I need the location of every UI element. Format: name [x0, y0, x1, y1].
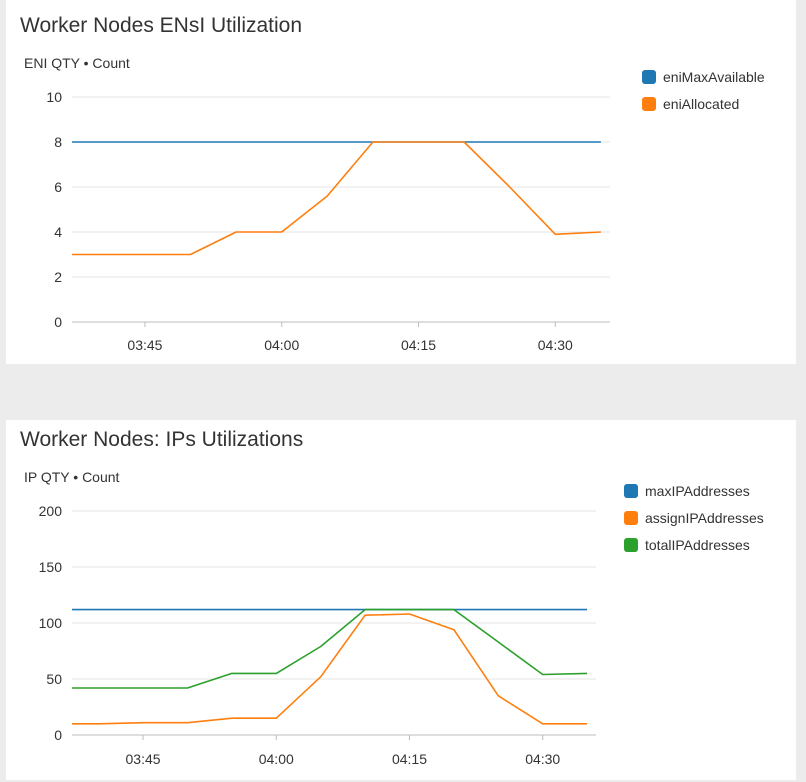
y-tick-label: 2: [54, 269, 62, 285]
series-line-eniAllocated: [72, 141, 601, 256]
x-tick-label: 04:15: [401, 337, 436, 353]
legend-item-eniMaxAvailable[interactable]: eniMaxAvailable: [642, 63, 765, 90]
x-tick-label: 03:45: [127, 337, 162, 353]
y-tick-label: 0: [54, 727, 62, 743]
legend-swatch: [624, 537, 638, 552]
y-axis-label: ENI QTY • Count: [24, 55, 130, 71]
chart-legend: maxIPAddresses assignIPAddresses totalIP…: [624, 477, 764, 558]
chart-legend: eniMaxAvailable eniAllocated: [642, 63, 765, 117]
legend-item-totalIPAddresses[interactable]: totalIPAddresses: [624, 531, 764, 558]
x-tick-label: 04:00: [264, 337, 299, 353]
legend-label: maxIPAddresses: [645, 482, 750, 499]
x-tick-label: 04:30: [538, 337, 573, 353]
y-tick-label: 6: [54, 179, 62, 195]
x-tick-label: 04:15: [392, 751, 427, 767]
ip-line-chart: 0 50 100 150 200 03:45 04:00 04:15 04:30: [39, 503, 596, 767]
ip-utilization-panel: Worker Nodes: IPs Utilizations IP QTY • …: [6, 420, 796, 780]
y-tick-label: 4: [54, 224, 62, 240]
legend-label: eniAllocated: [663, 95, 740, 112]
y-tick-label: 200: [39, 503, 63, 519]
series-line-totalIPAddresses: [72, 608, 588, 689]
x-tick-label: 04:30: [525, 751, 560, 767]
series-line-assignIPAddresses: [72, 613, 588, 725]
legend-label: eniMaxAvailable: [663, 68, 765, 85]
y-tick-label: 8: [54, 134, 62, 150]
x-tick-label: 03:45: [126, 751, 161, 767]
legend-item-eniAllocated[interactable]: eniAllocated: [642, 90, 765, 117]
y-tick-label: 150: [39, 559, 63, 575]
legend-label: totalIPAddresses: [645, 536, 750, 553]
y-axis-label: IP QTY • Count: [24, 469, 120, 485]
eni-utilization-panel: Worker Nodes ENsI Utilization ENI QTY • …: [6, 0, 796, 364]
legend-item-assignIPAddresses[interactable]: assignIPAddresses: [624, 504, 764, 531]
y-tick-label: 10: [46, 89, 62, 105]
panel-title: Worker Nodes: IPs Utilizations: [20, 428, 304, 451]
legend-swatch: [642, 96, 656, 111]
legend-swatch: [624, 510, 638, 525]
eni-line-chart: 0 2 4 6 8 10 03:45 04:00 04:15 04:30: [46, 89, 610, 353]
x-tick-label: 04:00: [259, 751, 294, 767]
y-tick-label: 50: [46, 671, 62, 687]
y-tick-label: 100: [39, 615, 63, 631]
legend-item-maxIPAddresses[interactable]: maxIPAddresses: [624, 477, 764, 504]
legend-label: assignIPAddresses: [645, 509, 764, 526]
legend-swatch: [624, 483, 638, 498]
panel-title: Worker Nodes ENsI Utilization: [20, 14, 303, 37]
y-tick-label: 0: [54, 314, 62, 330]
legend-swatch: [642, 69, 656, 84]
